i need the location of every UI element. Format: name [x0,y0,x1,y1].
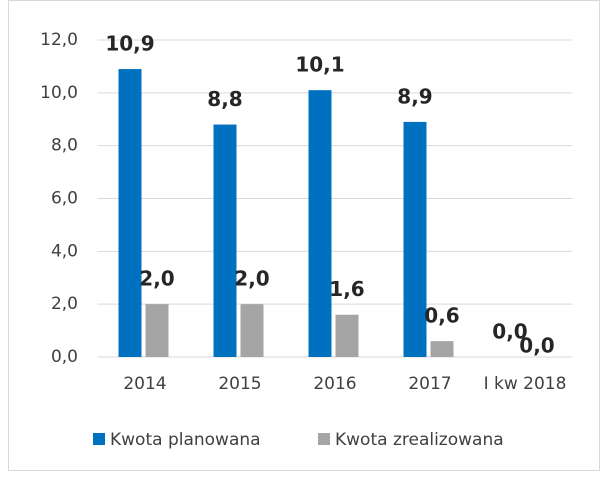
value-label: 1,6 [329,277,364,301]
bar [308,90,332,358]
value-label: 2,0 [139,267,174,291]
y-tick-label: 2,0 [51,294,78,314]
y-tick-label: 12,0 [40,30,78,50]
bar [403,121,427,358]
y-tick-label: 4,0 [51,241,78,261]
y-tick-label: 6,0 [51,189,78,209]
legend-swatch [318,433,330,445]
y-tick-label: 10,0 [40,83,78,103]
bar [240,304,264,357]
legend-swatch [93,433,105,445]
bar [335,314,359,357]
x-tick-label: 2015 [218,374,261,394]
value-label: 10,1 [295,53,344,77]
value-label: 0,6 [424,304,459,328]
legend-label: Kwota planowana [110,430,261,450]
value-label: 8,9 [397,84,432,108]
y-tick-label: 8,0 [51,136,78,156]
bar [118,69,142,357]
value-label: 0,0 [519,334,554,358]
bar [213,124,237,358]
chart-border [8,0,600,471]
x-tick-label: 2014 [123,374,166,394]
x-tick-label: 2017 [408,374,451,394]
value-label: 2,0 [234,267,269,291]
x-tick-label: I kw 2018 [484,374,567,394]
legend-label: Kwota zrealizowana [335,430,504,450]
value-label: 10,9 [105,32,154,56]
value-label: 0,0 [492,320,527,344]
y-tick-label: 0,0 [51,347,78,367]
bar [430,341,454,357]
bar [145,304,169,357]
x-tick-label: 2016 [313,374,356,394]
value-label: 8,8 [207,87,242,111]
